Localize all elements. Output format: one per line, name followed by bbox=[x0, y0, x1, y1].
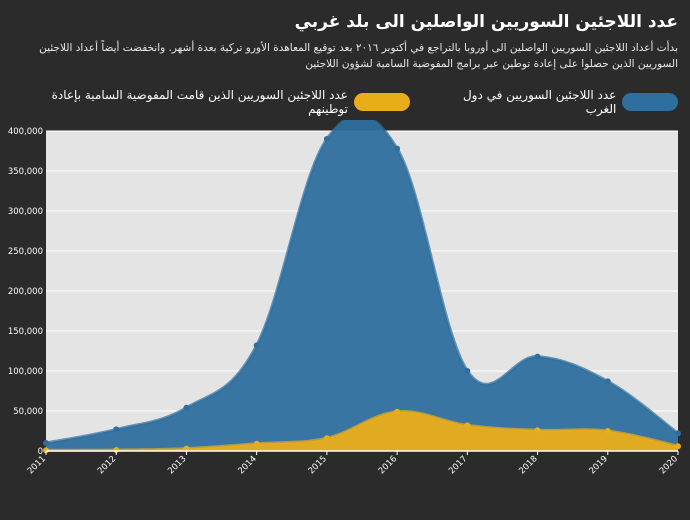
point-series-1 bbox=[675, 430, 681, 437]
area-chart: 0 50,000 100,000 150,000 200,000 250,000 300,0… bbox=[8, 120, 681, 476]
point-series-1 bbox=[534, 353, 541, 360]
y-tick-label: 300,000 bbox=[8, 207, 43, 217]
y-tick-label: 200,000 bbox=[8, 287, 43, 297]
x-tick-label: 2018 bbox=[517, 454, 539, 476]
x-tick-label: 2015 bbox=[307, 454, 329, 476]
y-tick-label: 400,000 bbox=[8, 127, 43, 137]
legend-item-series-2[interactable]: عدد اللاجئين السوريين الذين قامت المفوضي… bbox=[10, 88, 410, 116]
legend-label-series-1: عدد اللاجئين السوريين في دول الغرب bbox=[462, 88, 617, 116]
y-tick-label: 50,000 bbox=[13, 407, 43, 417]
y-tick-label: 350,000 bbox=[8, 167, 43, 177]
point-series-2 bbox=[604, 428, 611, 434]
x-tick-label: 2016 bbox=[377, 454, 399, 476]
area-series-2 bbox=[46, 411, 678, 451]
area-series-1 bbox=[46, 120, 678, 451]
point-series-1 bbox=[183, 404, 190, 411]
legend-label-series-2: عدد اللاجئين السوريين الذين قامت المفوضي… bbox=[51, 88, 348, 116]
y-tick-label: 0 bbox=[38, 447, 43, 457]
point-series-2 bbox=[675, 443, 681, 450]
legend-item-series-1[interactable]: عدد اللاجئين السوريين في دول الغرب bbox=[430, 88, 678, 116]
point-series-2 bbox=[534, 427, 541, 434]
point-series-1 bbox=[43, 440, 49, 446]
line-series-1 bbox=[45, 120, 679, 445]
legend-swatch-series-1 bbox=[622, 93, 678, 111]
point-series-1 bbox=[464, 368, 471, 374]
point-series-1 bbox=[394, 145, 401, 152]
point-series-2 bbox=[464, 422, 471, 429]
x-tick-label: 2019 bbox=[588, 454, 610, 476]
y-tick-label: 100,000 bbox=[8, 367, 43, 377]
x-tick-label: 2020 bbox=[658, 454, 680, 476]
chart-legend: عدد اللاجئين السوريين في دول الغرب عدد ا… bbox=[10, 88, 678, 116]
chart-header: عدد اللاجئين السوريين الواصلين الى بلد غ… bbox=[10, 10, 678, 72]
point-series-2 bbox=[394, 408, 401, 415]
line-series-2 bbox=[45, 410, 679, 452]
x-tick-label: 2014 bbox=[236, 454, 258, 476]
x-tick-label: 2013 bbox=[166, 454, 188, 476]
point-series-2 bbox=[253, 440, 260, 447]
legend-swatch-series-2 bbox=[353, 93, 410, 111]
point-series-1 bbox=[323, 136, 330, 142]
x-tick-label: 2012 bbox=[96, 454, 118, 476]
point-series-1 bbox=[113, 426, 120, 433]
point-series-1 bbox=[604, 378, 611, 385]
chart-subtitle: بدأت أعداد اللاجئين السوريين الواصلين ال… bbox=[39, 42, 678, 70]
x-tick-label: 2011 bbox=[26, 454, 48, 476]
y-tick-label: 150,000 bbox=[8, 327, 43, 337]
y-tick-label: 250,000 bbox=[8, 247, 43, 257]
point-series-1 bbox=[253, 342, 260, 349]
point-series-2 bbox=[323, 435, 330, 442]
x-tick-label: 2017 bbox=[447, 454, 469, 476]
chart-title: عدد اللاجئين السوريين الواصلين الى بلد غ… bbox=[294, 12, 678, 32]
